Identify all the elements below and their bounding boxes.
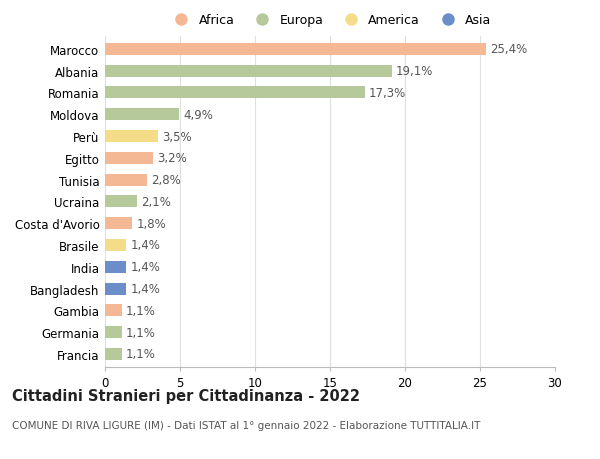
Text: 25,4%: 25,4% bbox=[491, 43, 528, 56]
Bar bbox=[105, 152, 153, 164]
Text: 19,1%: 19,1% bbox=[396, 65, 433, 78]
Text: 17,3%: 17,3% bbox=[369, 87, 406, 100]
Text: 1,1%: 1,1% bbox=[126, 347, 156, 361]
Bar bbox=[105, 261, 126, 273]
Text: 2,8%: 2,8% bbox=[151, 174, 181, 187]
Legend: Africa, Europa, America, Asia: Africa, Europa, America, Asia bbox=[169, 14, 491, 27]
Bar bbox=[105, 87, 365, 99]
Text: 3,5%: 3,5% bbox=[162, 130, 191, 143]
Text: 4,9%: 4,9% bbox=[183, 108, 213, 122]
Bar bbox=[105, 196, 137, 208]
Bar bbox=[105, 240, 126, 252]
Text: 2,1%: 2,1% bbox=[141, 196, 171, 208]
Text: 1,1%: 1,1% bbox=[126, 326, 156, 339]
Bar bbox=[105, 348, 121, 360]
Text: 1,1%: 1,1% bbox=[126, 304, 156, 317]
Text: COMUNE DI RIVA LIGURE (IM) - Dati ISTAT al 1° gennaio 2022 - Elaborazione TUTTIT: COMUNE DI RIVA LIGURE (IM) - Dati ISTAT … bbox=[12, 420, 481, 430]
Bar bbox=[105, 109, 179, 121]
Bar bbox=[105, 131, 157, 143]
Bar bbox=[105, 218, 132, 230]
Bar bbox=[105, 44, 486, 56]
Text: 1,4%: 1,4% bbox=[131, 282, 160, 296]
Text: 1,4%: 1,4% bbox=[131, 239, 160, 252]
Bar bbox=[105, 283, 126, 295]
Text: 1,4%: 1,4% bbox=[131, 261, 160, 274]
Bar bbox=[105, 66, 392, 78]
Text: Cittadini Stranieri per Cittadinanza - 2022: Cittadini Stranieri per Cittadinanza - 2… bbox=[12, 388, 360, 403]
Text: 1,8%: 1,8% bbox=[137, 217, 166, 230]
Bar bbox=[105, 305, 121, 317]
Bar bbox=[105, 326, 121, 338]
Bar bbox=[105, 174, 147, 186]
Text: 3,2%: 3,2% bbox=[157, 152, 187, 165]
